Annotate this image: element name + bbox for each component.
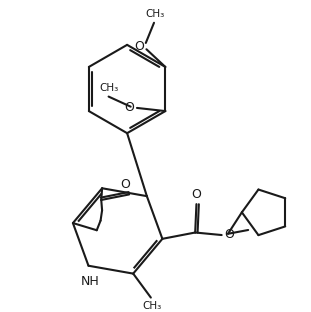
Text: O: O: [134, 40, 144, 53]
Text: NH: NH: [80, 275, 99, 288]
Text: O: O: [224, 228, 234, 241]
Text: O: O: [125, 101, 134, 114]
Text: CH₃: CH₃: [142, 301, 162, 311]
Text: O: O: [120, 178, 130, 191]
Text: CH₃: CH₃: [146, 9, 165, 19]
Text: CH₃: CH₃: [99, 83, 118, 93]
Text: O: O: [192, 188, 202, 201]
